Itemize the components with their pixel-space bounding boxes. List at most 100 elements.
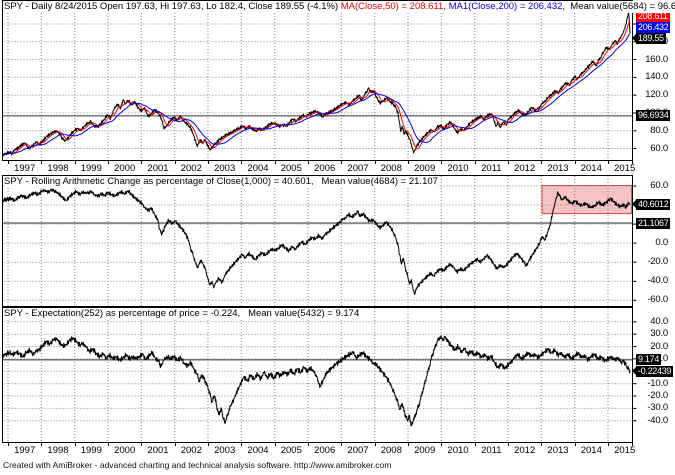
- rolling-change-plot[interactable]: [0, 175, 675, 307]
- year-label: 2007: [347, 445, 369, 456]
- y-tick-label: 60.0: [650, 180, 668, 191]
- x-axis-tick: [508, 443, 509, 446]
- year-label: 2002: [180, 445, 202, 456]
- y-tick-label: 80.0: [650, 124, 668, 136]
- year-label: 2002: [180, 163, 202, 174]
- x-axis-tick: [8, 443, 9, 446]
- y-tick-label: 140.0: [645, 71, 668, 83]
- x-axis-tick: [274, 443, 276, 446]
- x-axis-tick: [41, 443, 43, 446]
- year-label: 1997: [14, 445, 36, 456]
- year-label: 2009: [414, 445, 436, 456]
- year-label: 2015: [614, 163, 636, 174]
- series-line-rolling-change-: [2, 188, 631, 296]
- x-axis-tick: [141, 161, 143, 164]
- year-label: 1998: [47, 163, 69, 174]
- chart-panel-price[interactable]: SPY - Daily 8/24/2015 Open 197.63, Hi 19…: [0, 0, 675, 161]
- expectation-plot[interactable]: [0, 307, 675, 443]
- year-label: 2001: [147, 163, 169, 174]
- chart-panel-expectation[interactable]: SPY - Expectation(252) as percentage of …: [0, 307, 675, 443]
- x-axis-tick: [408, 161, 409, 164]
- value-label: 40.6012: [632, 198, 671, 210]
- y-tick-label: -30.0: [647, 402, 668, 414]
- series-line-spy-close: [2, 12, 631, 157]
- expectation-panel-title: SPY - Expectation(252) as percentage of …: [4, 308, 360, 320]
- value-label: 21.1067: [636, 217, 671, 229]
- x-axis-tick: [241, 161, 243, 164]
- left-arrow-icon: [632, 33, 636, 42]
- price-chart-plot[interactable]: [0, 0, 675, 161]
- series-line-expectation-: [2, 335, 631, 427]
- x-axis-tick: [574, 443, 576, 446]
- year-label: 2004: [247, 163, 269, 174]
- y-tick-label: -40.0: [647, 275, 668, 287]
- y-tick-label: -10.0: [647, 377, 668, 389]
- x-axis-tick: [308, 161, 309, 164]
- y-tick-label: 160.0: [645, 53, 668, 65]
- year-label: 2013: [547, 445, 569, 456]
- x-axis-tick: [608, 443, 609, 446]
- x-axis-tick: [174, 443, 176, 446]
- year-label: 2000: [114, 445, 136, 456]
- x-axis-tick: [8, 161, 9, 164]
- x-axis-tick: [441, 443, 443, 446]
- year-label: 2010: [447, 163, 469, 174]
- value-label: 96.6934: [636, 110, 671, 122]
- x-axis-tick: [74, 161, 76, 164]
- y-tick-label: -20.0: [647, 256, 668, 268]
- year-label: 2011: [481, 163, 502, 174]
- x-axis-tick: [174, 161, 176, 164]
- x-axis-tick: [632, 161, 633, 164]
- x-axis-tick: [341, 161, 343, 164]
- y-tick-label: 40.0: [650, 315, 668, 327]
- x-axis-tick: [241, 443, 243, 446]
- x-axis-tick: [574, 161, 576, 164]
- title-ohlc-text: SPY - Daily 8/24/2015 Open 197.63, Hi 19…: [4, 1, 341, 12]
- y-tick-label: 0.0: [655, 237, 668, 249]
- y-tick-label: 120.0: [645, 89, 668, 101]
- x-axis-tick: [541, 161, 543, 164]
- left-arrow-icon: [632, 199, 636, 208]
- x-axis-tick: [541, 443, 543, 446]
- x-axis-tick: [208, 161, 209, 164]
- value-label: -0.22439: [632, 366, 674, 378]
- year-label: 2005: [280, 163, 302, 174]
- year-label: 2009: [414, 163, 436, 174]
- x-axis-tick: [408, 443, 409, 446]
- value-label: 189.55: [632, 32, 666, 44]
- year-label: 2014: [580, 163, 602, 174]
- x-axis-tick: [632, 443, 633, 446]
- plot-border: [2, 175, 633, 307]
- title-ma50-text: MA(Close,50) = 208.611,: [340, 1, 449, 12]
- y-tick-label: 30.0: [650, 328, 668, 340]
- price-panel-title: SPY - Daily 8/24/2015 Open 197.63, Hi 19…: [4, 1, 675, 13]
- amibroker-credit-text: Created with AmiBroker - advanced charti…: [3, 460, 392, 470]
- x-axis-tick: [441, 161, 443, 164]
- x-axis-tick: [341, 443, 343, 446]
- year-label: 2004: [247, 445, 269, 456]
- year-label: 2012: [514, 445, 536, 456]
- year-label: 1997: [14, 163, 36, 174]
- x-axis-tick: [108, 443, 109, 446]
- x-axis-top: 1997 1998 1999 2000 2001 2002 2003 2004 2005 2006…: [0, 161, 675, 175]
- year-label: 1999: [80, 445, 102, 456]
- expectation-title-text: SPY - Expectation(252) as percentage of …: [4, 308, 360, 319]
- year-label: 2006: [314, 445, 336, 456]
- year-label: 2007: [347, 163, 369, 174]
- value-label: 208.611: [636, 10, 670, 22]
- y-tick-label: 60.0: [650, 142, 668, 154]
- year-label: 2001: [147, 445, 169, 456]
- year-label: 2000: [114, 163, 136, 174]
- value-label: 206.432: [636, 21, 671, 33]
- series-line-ma-close-50-: [2, 21, 631, 156]
- x-axis-tick: [608, 161, 609, 164]
- left-arrow-icon: [632, 367, 636, 376]
- year-label: 1998: [47, 445, 69, 456]
- x-axis-bottom: 1997 1998 1999 2000 2001 2002 2003 2004 2005 2006…: [0, 443, 675, 458]
- x-axis-tick: [274, 161, 276, 164]
- year-label: 2003: [214, 163, 236, 174]
- year-label: 2014: [580, 445, 602, 456]
- x-axis-tick: [508, 161, 509, 164]
- chart-panel-rolling-change[interactable]: SPY - Rolling Arithmetic Change as perce…: [0, 175, 675, 307]
- value-label: 9.174: [636, 354, 662, 366]
